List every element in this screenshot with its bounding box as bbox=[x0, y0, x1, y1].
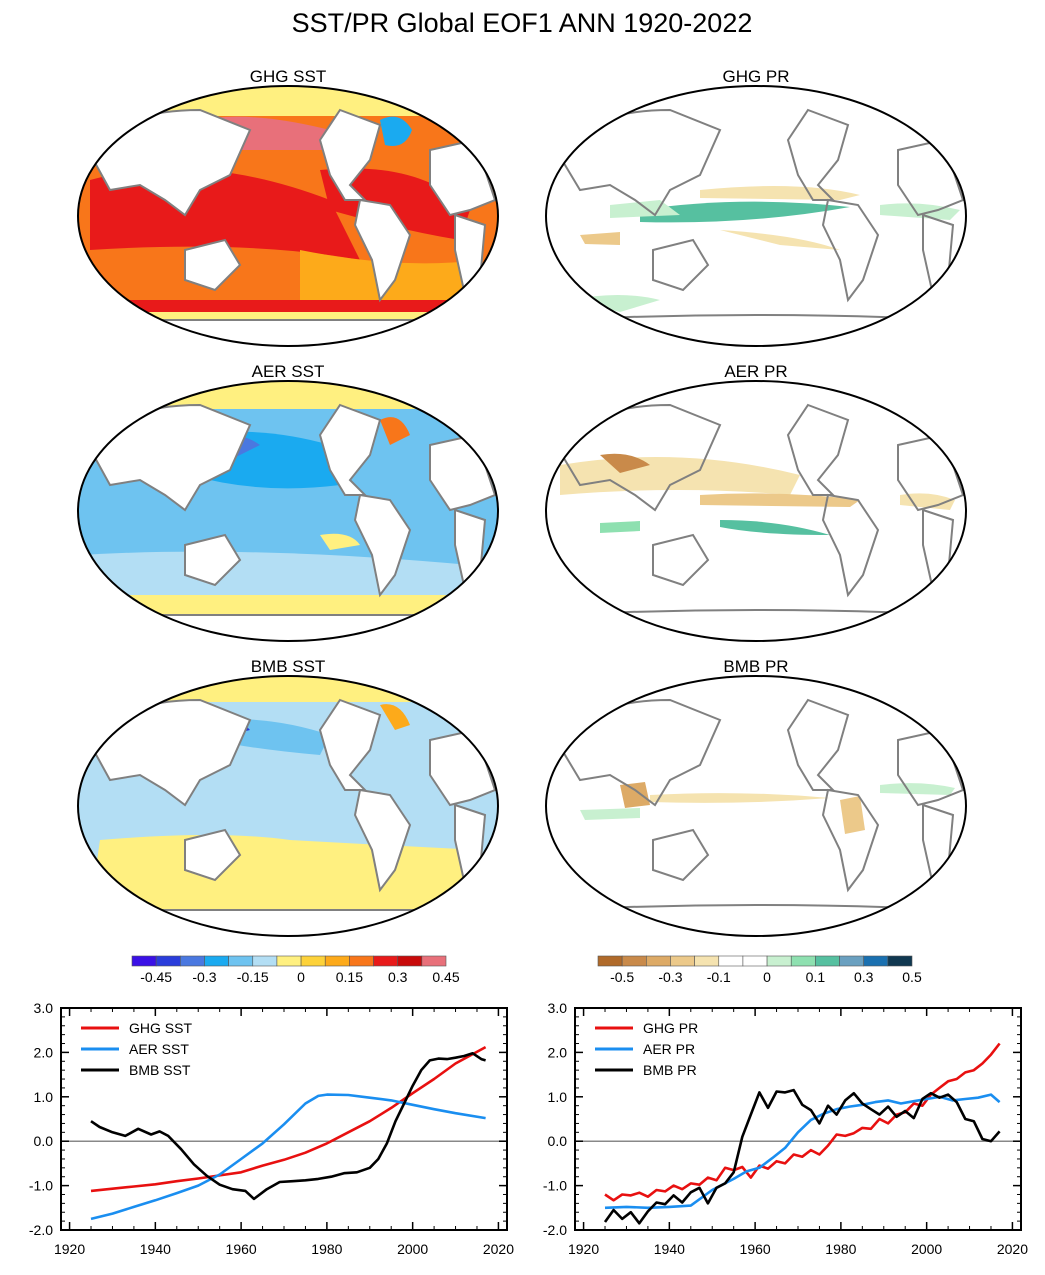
map-title: AER PR bbox=[724, 362, 787, 381]
legend-label: BMB PR bbox=[643, 1062, 697, 1078]
colorbar-swatch bbox=[597, 955, 623, 967]
colorbar-swatch bbox=[397, 955, 423, 967]
colorbar-swatch bbox=[252, 955, 278, 967]
series-line-ghg-sst bbox=[90, 1045, 487, 1193]
y-tick-label: 3.0 bbox=[34, 1000, 54, 1016]
colorbar-label: 0.1 bbox=[806, 969, 826, 985]
colorbar-swatch bbox=[276, 955, 302, 967]
colorbar-swatch bbox=[815, 955, 840, 967]
x-tick-label: 2020 bbox=[483, 1241, 514, 1257]
y-tick-label: 1.0 bbox=[34, 1089, 54, 1105]
map-title: GHG PR bbox=[722, 67, 789, 86]
colorbar-sst: -0.45 -0.3 -0.15 0 0.15 0.3 0.45 bbox=[131, 955, 460, 985]
colorbar-label: 0 bbox=[297, 969, 305, 985]
x-tick-label: 1960 bbox=[226, 1241, 257, 1257]
colorbar-swatch bbox=[621, 955, 647, 967]
colorbar-swatch bbox=[373, 955, 398, 967]
x-tick-label: 1920 bbox=[54, 1241, 85, 1257]
map-title: GHG SST bbox=[250, 67, 327, 86]
colorbar-label: -0.3 bbox=[658, 969, 682, 985]
colorbar-label: 0.5 bbox=[902, 969, 922, 985]
colorbar-swatch bbox=[300, 955, 326, 967]
colorbar-swatch bbox=[887, 955, 913, 967]
series-line-ghg-pr bbox=[604, 1042, 1001, 1202]
map-title: BMB SST bbox=[251, 657, 326, 676]
x-tick-label: 1980 bbox=[311, 1241, 342, 1257]
map-panel-bmb-sst: BMB SST bbox=[77, 657, 499, 937]
x-tick-label: 1940 bbox=[654, 1241, 685, 1257]
colorbar-label: 0 bbox=[763, 969, 771, 985]
timeseries-pr-panel: 1920 1940 1960 1980 2000 2020 -2.0 -1.0 0.0 1.0 2.… bbox=[543, 1000, 1028, 1257]
colorbar-swatch bbox=[131, 955, 157, 967]
y-tick-label: 0.0 bbox=[34, 1133, 54, 1149]
colorbar-swatch bbox=[204, 955, 229, 967]
colorbar-label: -0.45 bbox=[140, 969, 172, 985]
series-line-aer-pr bbox=[604, 1093, 1001, 1210]
colorbar-label: 0.3 bbox=[854, 969, 874, 985]
colorbar-swatch bbox=[718, 955, 744, 967]
colorbar-swatch bbox=[742, 955, 768, 967]
map-title: AER SST bbox=[252, 362, 325, 381]
x-tick-label: 1960 bbox=[740, 1241, 771, 1257]
legend-label: AER SST bbox=[129, 1041, 189, 1057]
colorbar-swatch bbox=[670, 955, 695, 967]
legend-label: GHG SST bbox=[129, 1020, 192, 1036]
colorbar-swatch bbox=[421, 955, 447, 967]
colorbar-swatch bbox=[863, 955, 889, 967]
map-panel-ghg-pr: GHG PR bbox=[545, 67, 967, 347]
colorbar-swatch bbox=[646, 955, 671, 967]
colorbar-label: -0.1 bbox=[707, 969, 731, 985]
map-panel-aer-sst: AER SST bbox=[77, 362, 499, 642]
colorbar-label: -0.15 bbox=[237, 969, 269, 985]
map-panel-aer-pr: AER PR bbox=[545, 362, 967, 642]
legend-label: BMB SST bbox=[129, 1062, 191, 1078]
y-tick-label: 2.0 bbox=[34, 1044, 54, 1060]
colorbar-swatch bbox=[790, 955, 816, 967]
colorbar-swatch bbox=[155, 955, 181, 967]
map-panel-ghg-sst: GHG SST bbox=[77, 67, 499, 347]
colorbar-swatch bbox=[324, 955, 350, 967]
x-tick-label: 1920 bbox=[568, 1241, 599, 1257]
plot-frame bbox=[60, 1007, 508, 1231]
y-tick-label: -1.0 bbox=[29, 1178, 53, 1194]
y-tick-label: 2.0 bbox=[548, 1044, 568, 1060]
map-title: BMB PR bbox=[723, 657, 788, 676]
plot-frame bbox=[574, 1007, 1022, 1231]
colorbar-swatch bbox=[180, 955, 205, 967]
figure-title: SST/PR Global EOF1 ANN 1920-2022 bbox=[292, 8, 753, 38]
colorbar-swatch bbox=[694, 955, 720, 967]
map-panel-bmb-pr: BMB PR bbox=[545, 657, 967, 937]
y-tick-label: 0.0 bbox=[548, 1133, 568, 1149]
x-tick-label: 2000 bbox=[911, 1241, 942, 1257]
legend-label: AER PR bbox=[643, 1041, 695, 1057]
colorbar-label: 0.3 bbox=[388, 969, 408, 985]
y-tick-label: -2.0 bbox=[29, 1222, 53, 1238]
colorbar-pr: -0.5 -0.3 -0.1 0 0.1 0.3 0.5 bbox=[597, 955, 922, 985]
series-line-aer-sst bbox=[90, 1093, 486, 1221]
x-tick-label: 1980 bbox=[825, 1241, 856, 1257]
colorbar-swatch bbox=[839, 955, 864, 967]
colorbar-swatch bbox=[228, 955, 254, 967]
colorbar-swatch bbox=[766, 955, 792, 967]
y-tick-label: -2.0 bbox=[543, 1222, 567, 1238]
colorbar-label: 0.45 bbox=[432, 969, 459, 985]
timeseries-sst-panel: 1920 1940 1960 1980 2000 2020 -2.0 -1.0 0.0 1.0 2.… bbox=[29, 1000, 514, 1257]
series-line-bmb-pr bbox=[603, 1088, 1001, 1225]
y-tick-label: 3.0 bbox=[548, 1000, 568, 1016]
series-line-bmb-sst bbox=[90, 1052, 486, 1201]
colorbar-swatch bbox=[349, 955, 374, 967]
colorbar-label: 0.15 bbox=[336, 969, 363, 985]
x-tick-label: 1940 bbox=[140, 1241, 171, 1257]
colorbar-label: -0.5 bbox=[610, 969, 634, 985]
x-tick-label: 2000 bbox=[397, 1241, 428, 1257]
x-tick-label: 2020 bbox=[997, 1241, 1028, 1257]
y-tick-label: 1.0 bbox=[548, 1089, 568, 1105]
y-tick-label: -1.0 bbox=[543, 1178, 567, 1194]
colorbar-label: -0.3 bbox=[192, 969, 216, 985]
legend-label: GHG PR bbox=[643, 1020, 698, 1036]
